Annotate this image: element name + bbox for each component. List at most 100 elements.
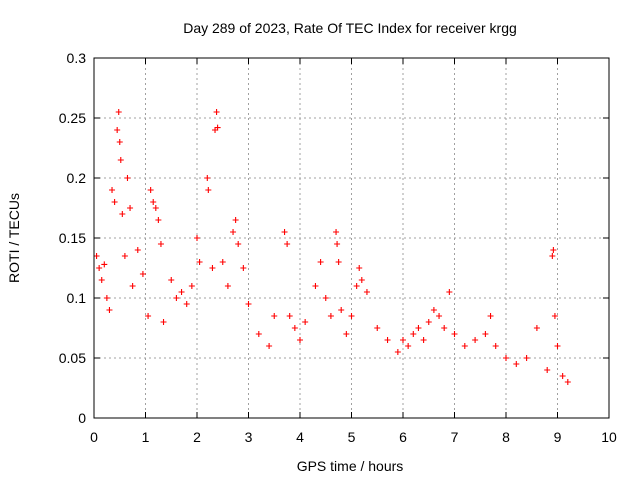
data-point-44 xyxy=(240,265,246,271)
data-point-54 xyxy=(302,319,308,325)
data-point-56 xyxy=(318,259,324,265)
y-tick-label-0.2: 0.2 xyxy=(67,170,87,186)
data-point-55 xyxy=(312,283,318,289)
y-axis-label: ROTI / TECUs xyxy=(6,193,22,283)
data-point-17 xyxy=(135,247,141,253)
data-point-2 xyxy=(99,277,105,283)
data-points xyxy=(94,109,571,385)
data-point-76 xyxy=(421,337,427,343)
data-point-14 xyxy=(124,175,130,181)
data-point-79 xyxy=(436,313,442,319)
data-point-46 xyxy=(256,331,262,337)
data-point-73 xyxy=(405,343,411,349)
data-point-37 xyxy=(214,109,220,115)
data-point-94 xyxy=(550,247,556,253)
data-point-11 xyxy=(118,157,124,163)
data-point-13 xyxy=(122,253,128,259)
data-point-21 xyxy=(150,199,156,205)
y-tick-label-0: 0 xyxy=(78,410,86,426)
data-point-91 xyxy=(534,325,540,331)
chart-title: Day 289 of 2023, Rate Of TEC Index for r… xyxy=(183,20,517,36)
data-point-57 xyxy=(323,295,329,301)
data-point-92 xyxy=(544,367,550,373)
data-point-35 xyxy=(209,265,215,271)
data-point-30 xyxy=(189,283,195,289)
y-tick-label-0.25: 0.25 xyxy=(59,110,86,126)
data-point-27 xyxy=(173,295,179,301)
data-point-41 xyxy=(230,229,236,235)
data-point-96 xyxy=(555,343,561,349)
data-point-12 xyxy=(119,211,125,217)
data-point-33 xyxy=(204,175,210,181)
y-tick-label-0.15: 0.15 xyxy=(59,230,86,246)
data-point-7 xyxy=(112,199,118,205)
data-point-47 xyxy=(266,343,272,349)
data-point-70 xyxy=(385,337,391,343)
data-point-71 xyxy=(395,349,401,355)
data-point-61 xyxy=(336,259,342,265)
data-point-64 xyxy=(349,313,355,319)
x-tick-label-2: 2 xyxy=(193,429,201,445)
data-point-67 xyxy=(359,277,365,283)
data-point-89 xyxy=(513,361,519,367)
data-point-45 xyxy=(246,301,252,307)
data-point-39 xyxy=(220,259,226,265)
data-point-58 xyxy=(328,313,334,319)
data-point-28 xyxy=(179,289,185,295)
axis-ticks: 0 1 2 3 4 5 6 7 8 9 1000.050.10.150.20.250.3 xyxy=(59,50,617,445)
data-point-6 xyxy=(109,187,115,193)
data-point-9 xyxy=(116,109,122,115)
data-point-1 xyxy=(96,265,102,271)
data-point-62 xyxy=(338,307,344,313)
data-point-75 xyxy=(415,325,421,331)
data-point-82 xyxy=(452,331,458,337)
x-tick-label-9: 9 xyxy=(554,429,562,445)
data-point-72 xyxy=(400,337,406,343)
data-point-68 xyxy=(364,289,370,295)
data-point-23 xyxy=(155,217,161,223)
x-tick-label-0: 0 xyxy=(90,429,98,445)
x-tick-label-7: 7 xyxy=(451,429,459,445)
data-point-49 xyxy=(282,229,288,235)
data-point-24 xyxy=(158,241,164,247)
data-point-84 xyxy=(472,337,478,343)
data-point-50 xyxy=(284,241,290,247)
data-point-80 xyxy=(441,325,447,331)
x-tick-label-8: 8 xyxy=(502,429,510,445)
data-point-15 xyxy=(127,205,133,211)
data-point-85 xyxy=(482,331,488,337)
data-point-98 xyxy=(565,379,571,385)
data-point-5 xyxy=(106,307,112,313)
data-point-88 xyxy=(503,355,509,361)
data-point-34 xyxy=(205,187,211,193)
data-point-29 xyxy=(184,301,190,307)
data-point-60 xyxy=(334,241,340,247)
data-point-26 xyxy=(168,277,174,283)
data-point-10 xyxy=(117,139,123,145)
data-point-63 xyxy=(343,331,349,337)
data-point-83 xyxy=(462,343,468,349)
data-point-90 xyxy=(524,355,530,361)
y-tick-label-0.3: 0.3 xyxy=(67,50,87,66)
data-point-97 xyxy=(560,373,566,379)
data-point-51 xyxy=(287,313,293,319)
x-tick-label-3: 3 xyxy=(245,429,253,445)
data-point-52 xyxy=(292,325,298,331)
data-point-74 xyxy=(410,331,416,337)
data-point-8 xyxy=(114,127,120,133)
data-point-86 xyxy=(488,313,494,319)
data-point-3 xyxy=(101,261,107,267)
data-point-20 xyxy=(148,187,154,193)
data-point-25 xyxy=(161,319,167,325)
data-point-40 xyxy=(225,283,231,289)
data-point-77 xyxy=(426,319,432,325)
data-point-59 xyxy=(333,229,339,235)
data-point-66 xyxy=(356,265,362,271)
data-point-31 xyxy=(194,235,200,241)
data-point-48 xyxy=(271,313,277,319)
y-tick-label-0.1: 0.1 xyxy=(67,290,87,306)
roti-scatter-chart: 0 1 2 3 4 5 6 7 8 9 1000.050.10.150.20.250.3 Day 2… xyxy=(0,0,640,480)
y-tick-label-0.05: 0.05 xyxy=(59,350,86,366)
data-point-16 xyxy=(130,283,136,289)
x-tick-label-5: 5 xyxy=(348,429,356,445)
